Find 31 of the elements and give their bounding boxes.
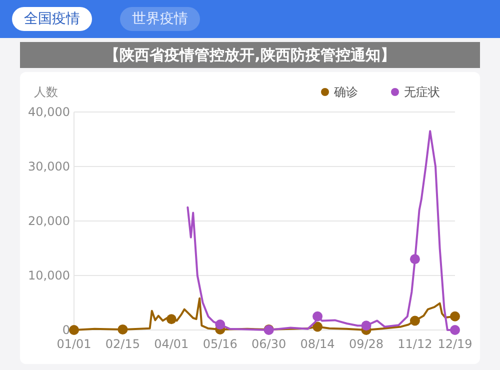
- point: [312, 311, 323, 322]
- x-tick-label: 04/01: [154, 337, 189, 351]
- chart-title: 【陕西省疫情管控放开,陕西防疫管控通知】: [20, 42, 480, 68]
- x-tick-label: 11/12: [398, 337, 432, 351]
- y-tick-label: 40,000: [28, 105, 70, 119]
- y-tick-label: 10,000: [28, 268, 70, 282]
- legend-label: 确诊: [333, 85, 358, 99]
- x-tick-label: 01/01: [56, 337, 92, 351]
- point: [450, 311, 460, 322]
- y-tick-label: 20,000: [28, 214, 70, 228]
- text: 全国疫情: [12, 7, 92, 31]
- point: [410, 316, 420, 326]
- x-tick-label: 09/28: [348, 337, 384, 351]
- y-axis-title: 人数: [34, 85, 58, 99]
- x-tick-label: 08/14: [300, 337, 335, 351]
- y-tick-label: 30,000: [28, 160, 70, 174]
- x-tick-label: 12/19: [438, 337, 472, 351]
- point: [69, 325, 79, 335]
- x-tick-label: 06/30: [252, 337, 286, 351]
- text: 世界疫情: [120, 7, 200, 31]
- point: [361, 320, 372, 331]
- y-tick-label: 0: [62, 323, 70, 337]
- point: [118, 324, 128, 334]
- point: [215, 320, 226, 330]
- point: [312, 322, 323, 332]
- point: [166, 314, 176, 324]
- x-tick-label: 05/16: [202, 337, 238, 351]
- x-tick-label: 02/15: [105, 337, 140, 351]
- legend-label: 无症状: [404, 85, 440, 99]
- point: [410, 254, 420, 264]
- point: [450, 325, 460, 335]
